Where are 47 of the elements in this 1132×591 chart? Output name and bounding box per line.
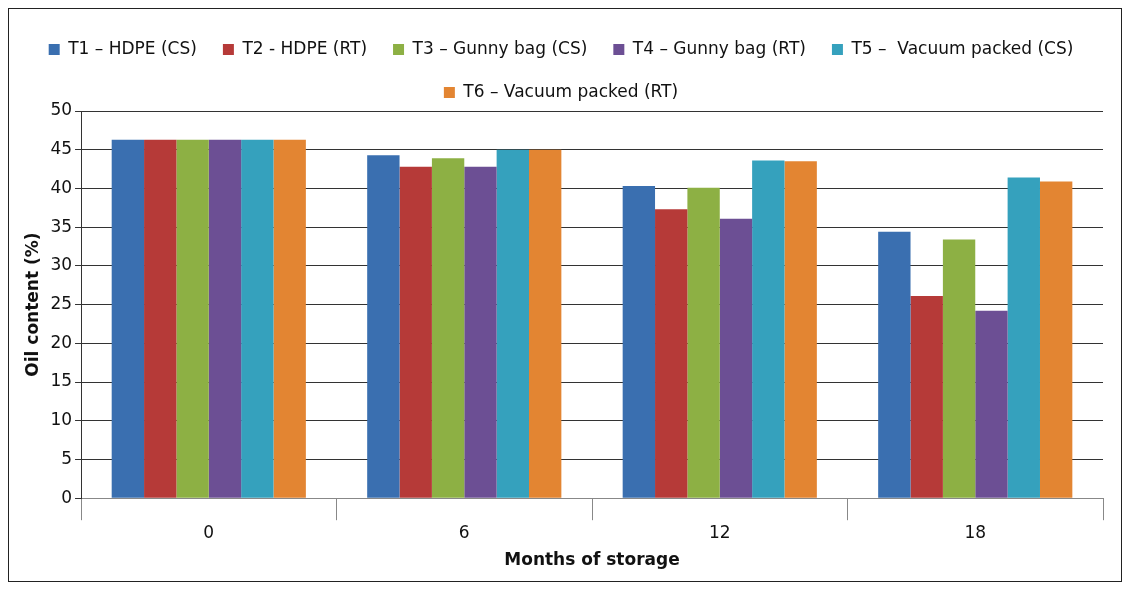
bar	[431, 158, 465, 498]
y-tick-label: 20	[50, 331, 73, 352]
legend-label: T6 – Vacuum packed (RT)	[462, 80, 679, 101]
bar	[942, 239, 976, 498]
bar	[111, 139, 145, 498]
y-tick-label: 45	[50, 138, 73, 159]
y-tick-label: 40	[50, 176, 73, 197]
bar	[878, 231, 911, 498]
bar	[529, 149, 562, 498]
bar	[655, 209, 688, 498]
bar	[176, 139, 209, 498]
y-tick-label: 15	[50, 370, 73, 391]
x-tick-label: 0	[203, 521, 215, 542]
bar	[752, 160, 785, 498]
bar	[367, 155, 400, 498]
legend-label: T1 – HDPE (CS)	[67, 37, 197, 58]
bar	[622, 186, 656, 498]
bar	[273, 139, 306, 498]
bar	[496, 149, 529, 498]
bar	[1007, 177, 1040, 498]
y-tick-label: 0	[61, 486, 73, 507]
bar	[719, 218, 753, 498]
bar	[910, 296, 943, 498]
legend-label: T4 – Gunny bag (RT)	[631, 37, 806, 58]
y-tick-label: 30	[50, 254, 73, 275]
x-tick-label: 12	[708, 521, 731, 542]
bar	[144, 139, 177, 498]
y-tick-label: 50	[50, 99, 73, 120]
bar	[975, 310, 1008, 498]
legend-label: T5 – Vacuum packed (CS)	[850, 37, 1074, 58]
legend-label: T3 – Gunny bag (CS)	[411, 37, 588, 58]
x-tick-label: 6	[458, 521, 470, 542]
bar	[687, 187, 720, 498]
y-tick-label: 35	[50, 215, 73, 236]
y-tick-label: 25	[50, 293, 73, 314]
x-tick-label: 18	[964, 521, 987, 542]
x-axis-title: Months of storage	[504, 549, 680, 570]
y-tick-label: 5	[61, 447, 73, 468]
y-tick-label: 10	[50, 409, 73, 430]
bar	[464, 166, 497, 498]
bar	[241, 139, 274, 498]
bar	[1039, 181, 1073, 498]
bar	[784, 161, 817, 498]
y-axis-title: Oil content (%)	[21, 232, 42, 377]
bar	[208, 139, 242, 498]
legend-label: T2 - HDPE (RT)	[241, 37, 368, 58]
bar	[399, 166, 432, 498]
